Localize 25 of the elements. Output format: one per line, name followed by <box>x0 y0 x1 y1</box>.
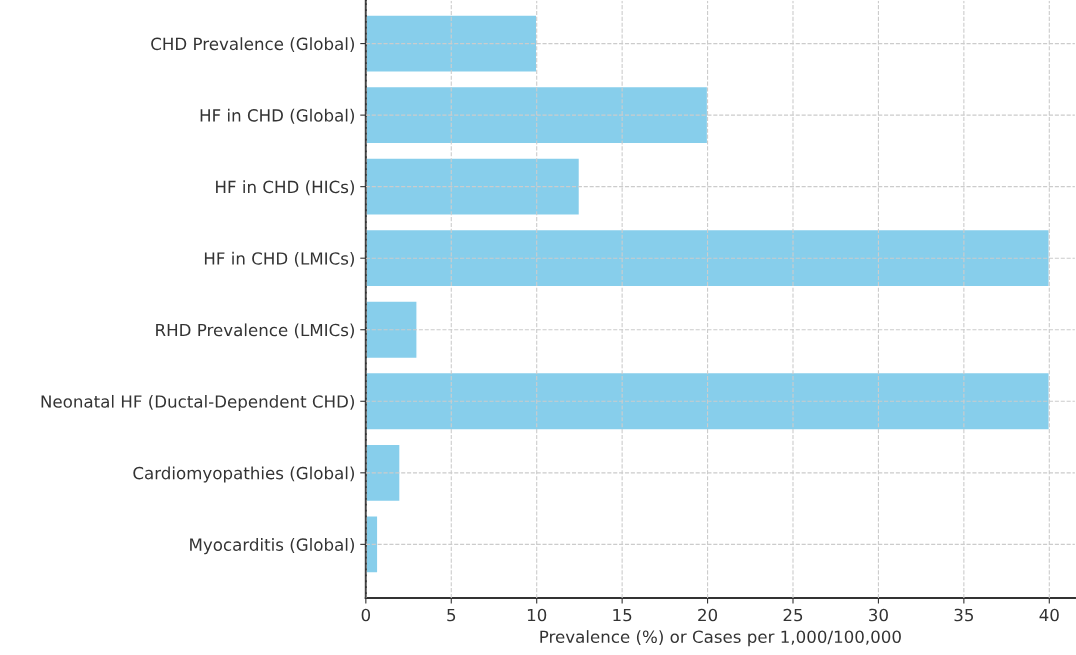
x-tick-label: 0 <box>361 608 371 622</box>
y-tick-label: RHD Prevalence (LMICs) <box>156 323 354 339</box>
x-tick-label: 10 <box>527 608 547 622</box>
x-tick-label: 30 <box>869 608 888 622</box>
x-tick-label: 35 <box>954 608 974 622</box>
y-tick-label: Neonatal HF (Ductal-Dependent CHD) <box>41 394 354 412</box>
x-axis-title: Prevalence (%) or Cases per 1,000/100,000 <box>540 630 901 647</box>
y-tick-label: Myocarditis (Global) <box>190 538 354 555</box>
y-tick-label: HF in CHD (HICs) <box>216 180 354 196</box>
bar <box>365 371 1050 431</box>
bar <box>365 157 581 216</box>
bar <box>365 228 1050 288</box>
bar <box>365 85 709 145</box>
y-tick-label: HF in CHD (Global) <box>200 108 354 124</box>
y-tick-label: HF in CHD (LMICs) <box>204 251 354 267</box>
bar <box>365 300 418 360</box>
x-tick-label: 40 <box>1039 608 1059 622</box>
bar <box>365 14 538 73</box>
y-tick-label: Cardiomyopathies (Global) <box>133 466 354 483</box>
y-tick-label: CHD Prevalence (Global) <box>151 37 354 53</box>
x-tick-label: 15 <box>613 608 632 622</box>
x-tick-label: 5 <box>447 608 456 622</box>
x-tick-label: 25 <box>783 608 803 622</box>
bar <box>365 443 401 503</box>
x-tick-label: 20 <box>698 608 718 622</box>
